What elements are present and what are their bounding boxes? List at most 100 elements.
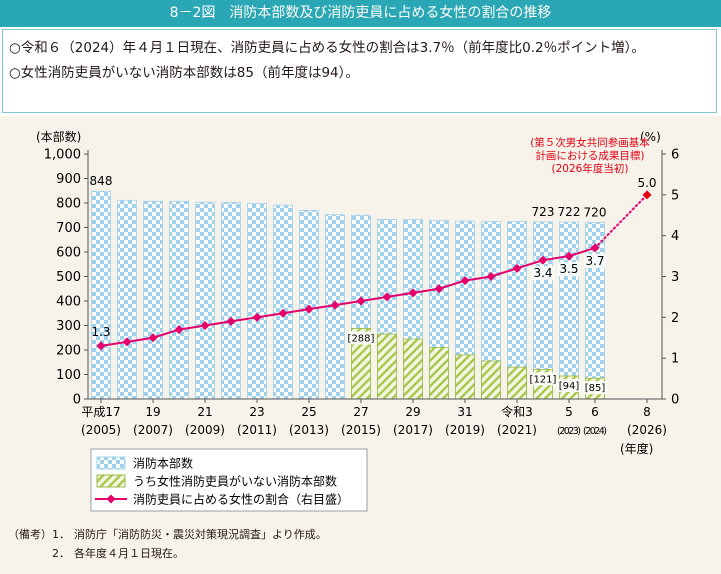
bar-value-label: 848 xyxy=(90,174,113,188)
line-label-bg xyxy=(532,266,554,281)
note-number-1: 1． xyxy=(52,528,70,541)
x-tick-label: 21 xyxy=(197,405,212,419)
line-point xyxy=(564,251,574,261)
x-tick-label-year: (2007) xyxy=(133,423,173,437)
x-tick-label-year: (2015) xyxy=(341,423,381,437)
legend-swatch-marker xyxy=(106,494,116,504)
y-tick-label-left: 500 xyxy=(56,270,81,285)
y-tick-label-right: 3 xyxy=(671,270,679,285)
y-tick-label-left: 900 xyxy=(56,172,81,187)
x-tick-label: 平成17 xyxy=(81,405,120,419)
bar-fire-departments xyxy=(273,204,293,400)
x-tick-label: 23 xyxy=(249,405,264,419)
bar-value-label: 720 xyxy=(584,206,607,220)
line-point xyxy=(304,304,314,314)
legend-label: 消防本部数 xyxy=(133,456,193,471)
y-tick-label-left: 200 xyxy=(56,344,81,359)
line-label-bg xyxy=(558,262,580,277)
bar-no-women-departments xyxy=(481,360,501,400)
note-text-2: 各年度４月１日現在。 xyxy=(74,547,184,560)
bar-value-label: 722 xyxy=(558,205,581,219)
y-axis-label-left: (本部数) xyxy=(36,129,81,144)
line-point xyxy=(486,272,496,281)
target-annotation: 計画における成果目標) xyxy=(535,149,644,162)
summary-box: ○令和６（2024）年４月１日現在、消防吏員に占める女性の割合は3.7％（前年度… xyxy=(2,29,717,113)
y-tick-label-right: 4 xyxy=(671,229,679,244)
y-tick-label-left: 800 xyxy=(56,197,81,212)
x-tick-label: 6 xyxy=(591,405,599,419)
legend-label: 消防吏員に占める女性の割合（右目盛） xyxy=(133,492,349,507)
stripe-label-bg xyxy=(557,378,581,392)
line-target-projection xyxy=(594,193,648,249)
bar-fire-departments xyxy=(91,190,111,400)
bar-fire-departments xyxy=(169,200,189,400)
line-point xyxy=(460,276,470,286)
bar-fire-departments xyxy=(559,221,579,400)
x-axis-unit-label: (年度) xyxy=(620,441,653,456)
y-tick-label-right: 0 xyxy=(671,393,679,408)
note-text-1: 消防庁「消防防災・震災対策現況調査」より作成。 xyxy=(74,528,327,541)
line-point xyxy=(148,333,158,343)
x-tick-label: 29 xyxy=(405,405,420,419)
legend-box xyxy=(90,448,368,512)
legend-swatch-checker xyxy=(96,456,126,470)
bar-value-label: 723 xyxy=(532,205,555,219)
line-point xyxy=(408,288,418,298)
x-tick-label-year: (2026) xyxy=(627,423,667,437)
line-point xyxy=(434,284,444,294)
stripe-label-bg xyxy=(583,381,607,395)
line-value-label: 3.7 xyxy=(585,254,604,268)
line-point xyxy=(356,296,366,306)
target-annotation: (第５次男女共同参画基本 xyxy=(530,136,650,149)
bar-no-women-departments xyxy=(403,338,423,400)
stripe-value-label: [85] xyxy=(585,383,606,394)
stripe-value-label: [288] xyxy=(348,333,375,344)
y-tick-label-right: 5 xyxy=(671,188,679,203)
x-tick-label: 5 xyxy=(565,405,573,419)
bar-no-women-departments xyxy=(455,354,475,400)
note-number-2: 2． xyxy=(52,547,70,560)
line-point xyxy=(226,316,236,326)
line-point xyxy=(512,263,522,273)
target-annotation: (2026年度当初) xyxy=(552,162,629,175)
line-point xyxy=(538,255,548,265)
line-point xyxy=(174,325,184,335)
x-tick-label-year: (2005) xyxy=(81,423,121,437)
target-value-label: 5.0 xyxy=(637,176,656,190)
summary-line-2: ○女性消防吏員がいない消防本部数は85（前年度は94）。 xyxy=(9,65,359,81)
stripe-label-bg xyxy=(349,331,373,345)
y-tick-label-left: 100 xyxy=(56,368,81,383)
chart-axes: 01002003004005006007008009001,0000123456… xyxy=(36,129,679,456)
y-axis-label-right: (%) xyxy=(640,130,661,144)
legend-swatch-stripe xyxy=(96,474,126,488)
chart-line xyxy=(96,190,652,351)
x-tick-label-year: (2024) xyxy=(583,426,607,437)
bar-fire-departments xyxy=(221,202,241,400)
stripe-value-label: [121] xyxy=(530,374,557,385)
line-point xyxy=(278,308,288,318)
line-female-ratio xyxy=(100,246,596,347)
x-tick-label-year: (2021) xyxy=(497,423,537,437)
summary-line-1: ○令和６（2024）年４月１日現在、消防吏員に占める女性の割合は3.7％（前年度… xyxy=(9,40,645,56)
x-tick-label: 令和3 xyxy=(501,404,533,419)
y-tick-label-right: 2 xyxy=(671,311,679,326)
bar-fire-departments xyxy=(117,199,137,400)
y-tick-label-left: 300 xyxy=(56,319,81,334)
y-tick-label-left: 0 xyxy=(73,393,81,408)
x-tick-label: 27 xyxy=(353,405,368,419)
x-tick-label: 19 xyxy=(145,405,160,419)
y-tick-label-left: 400 xyxy=(56,295,81,310)
bar-fire-departments xyxy=(143,200,163,400)
line-point xyxy=(122,337,132,347)
line-point xyxy=(252,312,262,322)
bar-no-women-departments xyxy=(507,366,527,400)
target-point xyxy=(642,190,652,200)
bar-fire-departments xyxy=(195,201,215,400)
stripe-value-label: [94] xyxy=(559,381,580,392)
x-tick-label: 8 xyxy=(643,405,651,419)
x-tick-label-year: (2017) xyxy=(393,423,433,437)
x-tick-label-year: (2013) xyxy=(289,423,329,437)
